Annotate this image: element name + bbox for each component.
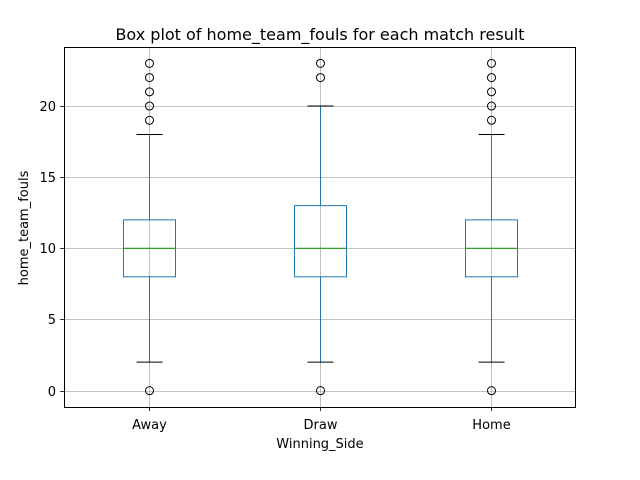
outlier-point [145, 58, 154, 68]
y-axis-label: home_team_fouls [17, 170, 32, 285]
outlier-point [145, 115, 154, 125]
x-tick-label: Home [472, 418, 510, 433]
outlier-point [487, 58, 496, 68]
outlier-point [145, 386, 154, 396]
boxes [123, 58, 518, 396]
y-tick-label: 10 [39, 242, 56, 257]
y-tick-label: 5 [48, 313, 56, 328]
iqr-box [294, 205, 347, 278]
outlier-point [487, 73, 496, 83]
outlier-point [145, 87, 154, 97]
x-tick-label: Away [132, 418, 167, 433]
x-axis-label: Winning_Side [276, 437, 363, 452]
x-axis-ticks: Away Draw Home [132, 407, 511, 433]
y-tick-label: 20 [39, 100, 56, 115]
x-tick-label: Draw [304, 418, 338, 433]
y-axis-ticks: 0 5 10 15 20 [39, 100, 64, 400]
outlier-point [487, 386, 496, 396]
outlier-point [316, 73, 325, 83]
outlier-point [145, 73, 154, 83]
outlier-point [487, 87, 496, 97]
y-tick-label: 15 [39, 171, 56, 186]
box-away [123, 58, 176, 396]
outlier-point [316, 386, 325, 396]
box-home [465, 58, 518, 396]
outlier-point [487, 101, 496, 111]
outlier-point [145, 101, 154, 111]
box-draw [294, 58, 347, 396]
outlier-point [316, 58, 325, 68]
outlier-point [487, 115, 496, 125]
plot-frame [64, 47, 576, 408]
chart-title: Box plot of home_team_fouls for each mat… [115, 25, 524, 45]
y-tick-label: 0 [48, 385, 56, 400]
